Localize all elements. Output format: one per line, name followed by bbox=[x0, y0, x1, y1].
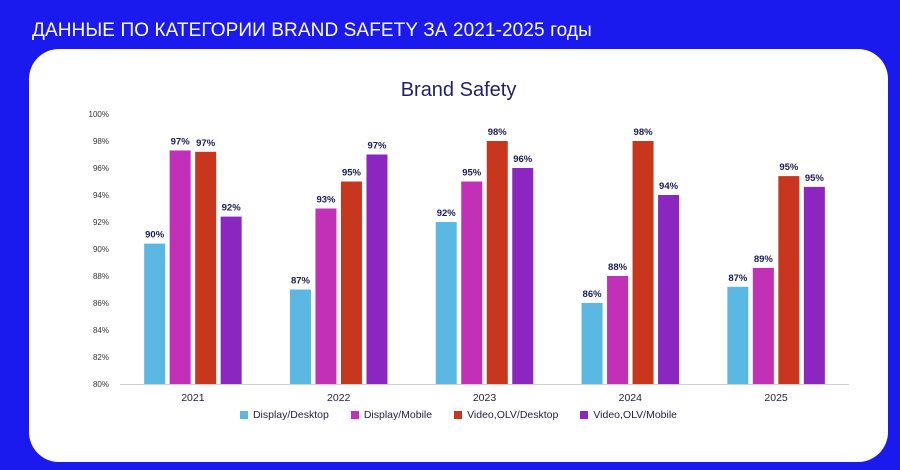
data-label: 86% bbox=[583, 289, 603, 300]
bar bbox=[632, 141, 654, 384]
legend-item: Display/Desktop bbox=[239, 409, 329, 421]
chart-legend: Display/Desktop Display/Mobile Video,OLV/D… bbox=[29, 409, 888, 421]
data-label: 90% bbox=[145, 230, 165, 241]
y-tick-label: 90% bbox=[93, 245, 109, 254]
y-tick-label: 88% bbox=[93, 272, 109, 281]
legend-swatch bbox=[454, 411, 463, 419]
y-tick-label: 100% bbox=[89, 110, 109, 119]
page-title: ДАННЫЕ ПО КАТЕГОРИИ BRAND SAFETY ЗА 2021… bbox=[32, 20, 592, 41]
data-label: 95% bbox=[462, 168, 482, 179]
bar bbox=[461, 181, 483, 384]
y-tick-label: 82% bbox=[93, 353, 109, 362]
data-label: 93% bbox=[316, 195, 336, 206]
y-tick-label: 94% bbox=[93, 191, 109, 200]
legend-label: Video,OLV/Desktop bbox=[467, 409, 559, 421]
bar bbox=[752, 267, 774, 384]
y-tick-label: 96% bbox=[93, 164, 109, 173]
bar bbox=[366, 154, 388, 384]
x-tick-label: 2021 bbox=[181, 392, 205, 404]
data-label: 95% bbox=[805, 173, 825, 184]
bar bbox=[220, 216, 242, 384]
data-label: 88% bbox=[608, 262, 628, 273]
bar bbox=[803, 186, 825, 384]
y-tick-label: 86% bbox=[93, 299, 109, 308]
bar bbox=[289, 289, 311, 384]
legend-label: Display/Mobile bbox=[363, 409, 433, 421]
bar bbox=[315, 208, 337, 384]
bar bbox=[658, 195, 680, 384]
data-label: 97% bbox=[196, 138, 216, 149]
legend-label: Display/Desktop bbox=[252, 409, 329, 421]
data-label: 96% bbox=[513, 154, 533, 165]
bar bbox=[486, 141, 508, 384]
data-label: 95% bbox=[779, 162, 799, 173]
x-tick-label: 2023 bbox=[473, 392, 497, 404]
chart-card: Brand Safety 80% 82% 84% 86% 88% 90% 92% 94% 96%… bbox=[29, 49, 888, 462]
bar bbox=[340, 181, 362, 384]
legend-item: Display/Mobile bbox=[350, 409, 433, 421]
data-label: 89% bbox=[754, 254, 774, 265]
x-tick-label: 2025 bbox=[764, 392, 788, 404]
x-tick-label: 2022 bbox=[327, 392, 351, 404]
legend-item: Video,OLV/Mobile bbox=[580, 409, 677, 421]
bar bbox=[512, 168, 534, 384]
data-label: 98% bbox=[634, 127, 654, 138]
legend-swatch bbox=[580, 411, 589, 419]
y-tick-label: 84% bbox=[93, 326, 109, 335]
data-label: 94% bbox=[659, 181, 679, 192]
bar bbox=[727, 286, 749, 384]
data-label: 98% bbox=[488, 127, 508, 138]
legend-item: Video,OLV/Desktop bbox=[454, 409, 558, 421]
data-label: 92% bbox=[222, 203, 242, 214]
y-tick-label: 80% bbox=[93, 380, 109, 389]
legend-swatch bbox=[239, 411, 248, 419]
data-label: 87% bbox=[291, 276, 311, 287]
y-tick-label: 98% bbox=[93, 137, 109, 146]
bar-chart: 80% 82% 84% 86% 88% 90% 92% 94% 96% 98% 100% 90% 97%… bbox=[89, 110, 849, 404]
y-tick-label: 92% bbox=[93, 218, 109, 227]
bar bbox=[435, 222, 457, 384]
data-label: 95% bbox=[342, 168, 362, 179]
bar bbox=[778, 176, 800, 384]
chart-title: Brand Safety bbox=[400, 79, 517, 101]
bar bbox=[581, 303, 603, 384]
data-label: 92% bbox=[437, 208, 457, 219]
data-label: 97% bbox=[367, 141, 387, 152]
bar bbox=[607, 276, 629, 384]
data-label: 87% bbox=[728, 273, 748, 284]
legend-swatch bbox=[350, 411, 359, 419]
legend-label: Video,OLV/Mobile bbox=[593, 409, 678, 421]
data-label: 97% bbox=[171, 136, 191, 147]
bar bbox=[169, 150, 191, 384]
x-tick-label: 2024 bbox=[619, 392, 643, 404]
bar bbox=[144, 243, 166, 384]
bar bbox=[195, 151, 217, 384]
